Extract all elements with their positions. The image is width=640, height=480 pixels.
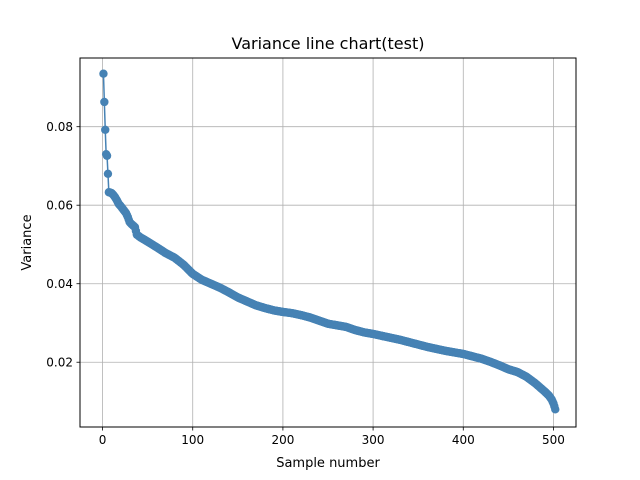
x-tick-label: 0 (99, 433, 107, 447)
y-axis: 0.02 0.04 0.06 0.08 (46, 120, 80, 370)
y-tick-label: 0.04 (46, 277, 73, 291)
data-point (101, 125, 110, 135)
x-tick-label: 300 (362, 433, 385, 447)
x-tick-label: 100 (181, 433, 204, 447)
x-tick-label: 500 (542, 433, 565, 447)
x-axis-label: Sample number (276, 456, 380, 471)
y-tick-label: 0.02 (46, 356, 73, 370)
data-point (103, 169, 113, 178)
data-point (100, 97, 109, 107)
y-tick-label: 0.06 (46, 199, 73, 213)
data-point (551, 405, 560, 414)
data-point (102, 151, 112, 160)
chart-title: Variance line chart(test) (232, 34, 425, 53)
x-axis: 0 100 200 300 400 500 (99, 427, 565, 447)
y-axis-label: Variance (20, 214, 35, 270)
plot-frame (79, 57, 577, 428)
x-tick-label: 200 (271, 433, 294, 447)
y-tick-label: 0.08 (46, 120, 73, 134)
data-point (99, 69, 108, 78)
grid (80, 58, 576, 427)
x-tick-label: 400 (452, 433, 475, 447)
series (99, 69, 560, 414)
